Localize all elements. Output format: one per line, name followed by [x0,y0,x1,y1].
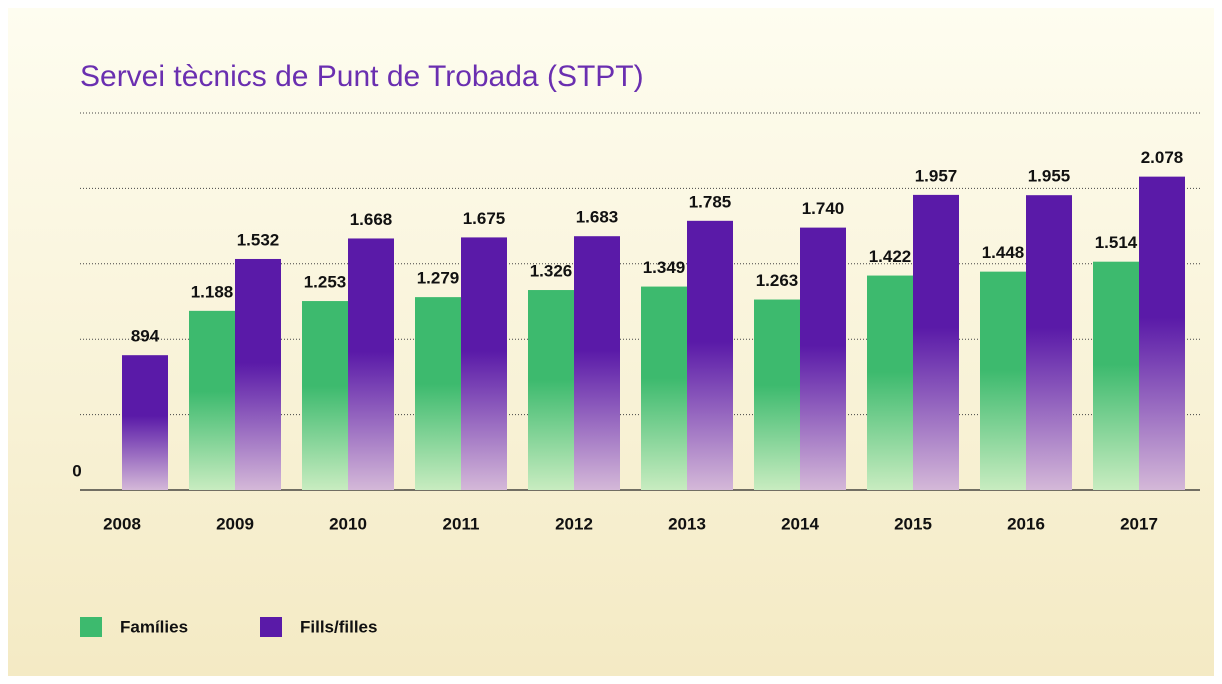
bar [754,299,800,490]
data-label: 0 [72,461,81,480]
data-label: 1.326 [530,262,573,281]
x-tick-label: 2009 [216,514,254,533]
data-label: 1.422 [869,247,912,266]
data-label: 1.279 [417,269,460,288]
data-label: 1.668 [350,210,393,229]
bar [1026,195,1072,490]
data-label: 1.785 [689,192,732,211]
x-tick-label: 2011 [443,514,480,533]
bar [913,194,959,490]
data-label: 1.683 [576,208,619,227]
chart-title: Servei tècnics de Punt de Trobada (STPT) [80,60,644,93]
x-tick-label: 2017 [1120,514,1158,533]
legend-swatch [260,617,282,637]
bar [235,258,281,490]
data-label: 1.514 [1095,233,1138,252]
data-label: 1.349 [643,258,686,277]
x-tick-label: 2010 [329,514,367,533]
x-tick-label: 2014 [781,514,819,533]
bar [122,355,168,490]
data-label: 1.955 [1028,167,1071,186]
x-tick-label: 2008 [103,514,141,533]
bar [800,227,846,490]
data-label: 1.188 [191,282,234,301]
data-label: 2.078 [1141,148,1184,167]
x-tick-label: 2012 [555,514,593,533]
legend-label: Famílies [120,617,188,636]
bar [1139,176,1185,490]
bar [1093,261,1139,490]
bar [867,275,913,490]
data-label: 1.675 [463,209,506,228]
bar [348,238,394,490]
bar [528,290,574,490]
bar [687,220,733,490]
bar [461,237,507,490]
bar [574,236,620,490]
bar [980,271,1026,490]
x-tick-label: 2013 [668,514,706,533]
bar [415,297,461,490]
bar [302,301,348,490]
data-label: 1.253 [304,273,347,292]
data-label: 894 [131,327,160,346]
data-label: 1.957 [915,166,958,185]
legend-label: Fills/filles [300,617,377,636]
data-label: 1.448 [982,243,1025,262]
bar [189,310,235,490]
data-label: 1.263 [756,271,799,290]
bar [641,286,687,490]
x-tick-label: 2015 [894,514,932,533]
legend-swatch [80,617,102,637]
data-label: 1.532 [237,230,280,249]
x-tick-label: 2016 [1007,514,1045,533]
data-label: 1.740 [802,199,845,218]
